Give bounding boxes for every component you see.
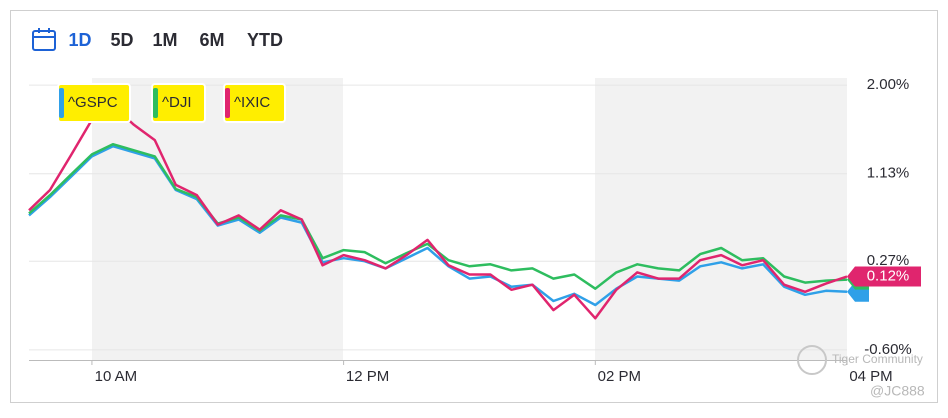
x-tick-label: 10 AM <box>95 368 138 385</box>
legend-background[interactable] <box>223 83 286 123</box>
calendar-icon[interactable] <box>32 28 56 51</box>
range-button[interactable]: 1M <box>152 30 177 50</box>
range-button[interactable]: 6M <box>199 30 224 50</box>
y-tick-label: 1.13% <box>867 165 910 182</box>
y-tick-label: 2.00% <box>867 76 910 93</box>
legend-swatch <box>153 88 158 118</box>
watermark-logo <box>797 345 827 375</box>
y-tick-label: 0.27% <box>867 252 910 269</box>
legend-label[interactable]: ^GSPC <box>68 94 118 111</box>
last-value-label: 0.12% <box>867 267 910 284</box>
x-tick-label: 02 PM <box>598 368 641 385</box>
y-tick-label: -0.60% <box>864 341 912 358</box>
x-tick-label: 12 PM <box>346 368 389 385</box>
watermark-text: Tiger Community <box>832 352 923 366</box>
range-button[interactable]: 1D <box>68 30 91 50</box>
series-line <box>28 104 848 320</box>
x-tick-label: 04 PM <box>849 368 892 385</box>
range-button[interactable]: YTD <box>247 30 283 50</box>
legend-label[interactable]: ^IXIC <box>234 94 270 111</box>
session-band <box>595 78 847 360</box>
last-value-tag <box>847 266 921 287</box>
legend-swatch <box>225 88 230 118</box>
legend-background[interactable] <box>151 83 206 123</box>
watermark-handle: @JC888 <box>870 383 925 399</box>
legend-background[interactable] <box>57 83 131 123</box>
legend-label[interactable]: ^DJI <box>162 94 192 111</box>
legend-swatch <box>59 88 64 118</box>
range-button[interactable]: 5D <box>110 30 133 50</box>
